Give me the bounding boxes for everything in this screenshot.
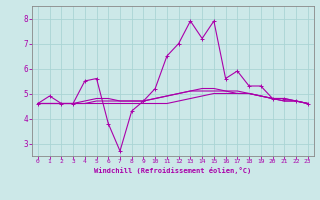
X-axis label: Windchill (Refroidissement éolien,°C): Windchill (Refroidissement éolien,°C) <box>94 167 252 174</box>
